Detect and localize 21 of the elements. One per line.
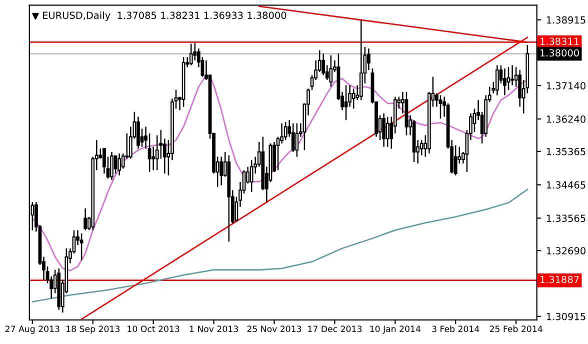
x-tick-label: 27 Aug 2013 [5,326,60,334]
x-tick-label: 1 Nov 2013 [190,326,238,332]
ref-line-label: 1.31887 [540,276,579,284]
x-tick-label: 25 Nov 2013 [247,326,302,332]
x-tick-label: 3 Feb 2014 [432,325,480,332]
x-tick-label: 10 Jan 2014 [370,326,420,334]
ref-line-label: 1.38000 [540,49,579,57]
ref-line-label: 1.38311 [540,38,579,46]
y-tick-label: 1.34465 [546,181,586,189]
y-tick-label: 1.33565 [546,214,586,222]
y-tick-label: 1.32690 [546,247,586,254]
x-tick-label: 17 Dec 2013 [308,326,362,332]
text: EURUSD,Daily 1.37085 1.38231 1.36933 1.38000 [43,11,286,21]
y-tick-label: 1.37140 [546,82,586,90]
x-tick-label: 25 Feb 2014 [490,325,542,332]
y-tick-label: 1.35365 [546,148,586,156]
y-tick-label: 1.30915 [546,312,586,320]
y-tick-label: 1.36240 [546,115,586,123]
y-tick-label: 1.38915 [546,16,586,24]
x-tick-label: 10 Oct 2013 [128,326,180,332]
x-tick-label: 18 Sep 2013 [66,326,120,334]
